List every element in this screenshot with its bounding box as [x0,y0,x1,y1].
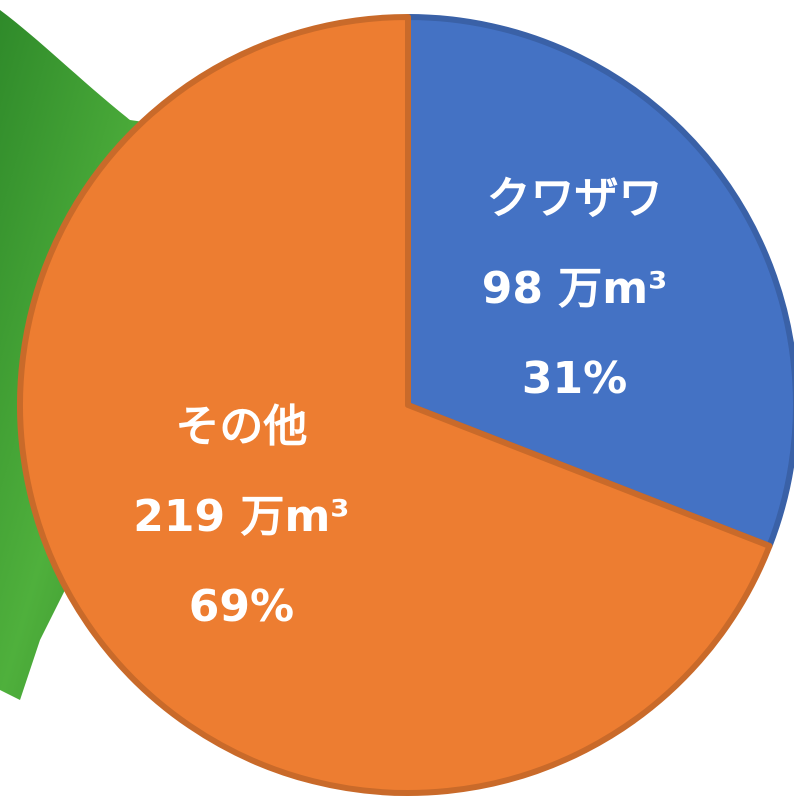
percent-label: 31% [522,353,627,404]
slice-label: その他 [175,401,307,452]
percent-label: 69% [189,581,294,632]
value-label: 98 万m³ [482,263,668,314]
pie-slice [17,14,773,796]
value-label: 219 万m³ [133,491,349,542]
slice-label: クワザワ [487,173,663,224]
